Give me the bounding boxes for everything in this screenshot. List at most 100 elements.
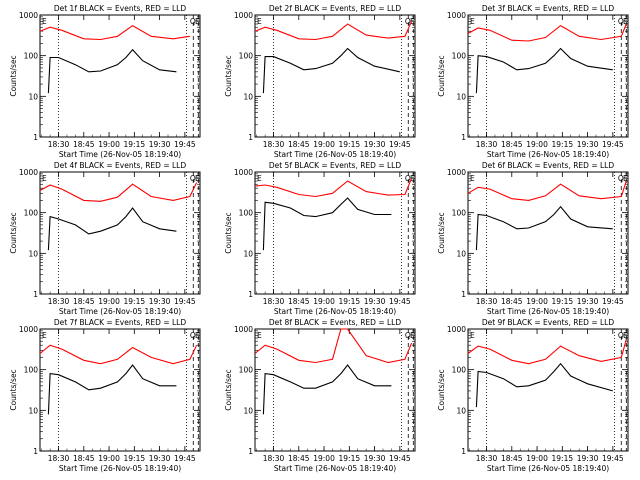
- y-tick-label: 100: [452, 52, 467, 61]
- chart-panel-4: Det 4f BLACK = Events, RED = LLD 1 10 100 10…: [9, 161, 201, 316]
- x-tick-label: 19:30: [149, 140, 171, 149]
- y-tick-label: 100: [452, 209, 467, 218]
- x-tick-label: 19:45: [602, 140, 624, 149]
- x-tick-label: 18:30: [48, 297, 70, 306]
- events-series-line: [47, 48, 177, 94]
- x-tick-label: 19:30: [149, 297, 171, 306]
- x-tick-label: 19:45: [389, 454, 411, 463]
- y-tick-label: 1: [248, 133, 253, 142]
- events-series-line: [47, 364, 177, 415]
- x-tick-label: 18:30: [476, 297, 498, 306]
- y-tick-label: 10: [243, 92, 253, 101]
- x-tick-label: 18:45: [501, 140, 523, 149]
- plot-frame: [39, 171, 201, 295]
- plot-frame: [39, 328, 201, 452]
- x-tick-label: 18:45: [73, 297, 95, 306]
- x-tick-label: 18:45: [501, 454, 523, 463]
- chart-title: Det 5f BLACK = Events, RED = LLD: [269, 161, 402, 170]
- chart-panel-9: Det 9f BLACK = Events, RED = LLD 1 10 100 10…: [437, 318, 629, 473]
- y-tick-label: 1: [248, 290, 253, 299]
- marker-label: Q: [618, 331, 624, 340]
- x-tick-label: 19:15: [124, 454, 146, 463]
- x-tick-label: 19:15: [339, 454, 361, 463]
- marker-label: Q: [190, 331, 196, 340]
- x-tick-label: 18:30: [476, 454, 498, 463]
- x-axis-label: Start Time (26-Nov-05 18:19:40): [487, 307, 609, 316]
- x-tick-label: 19:15: [339, 297, 361, 306]
- marker-label: E: [42, 331, 47, 340]
- y-axis-label: Counts/sec: [437, 55, 446, 96]
- y-tick-label: 100: [24, 366, 39, 375]
- events-series-line: [475, 362, 613, 408]
- x-tick-label: 18:30: [476, 140, 498, 149]
- events-series-line: [47, 207, 177, 251]
- marker-label: Q: [405, 331, 411, 340]
- y-axis-label: Counts/sec: [224, 212, 233, 253]
- y-tick-label: 10: [456, 92, 466, 101]
- x-tick-label: 19:15: [339, 140, 361, 149]
- y-tick-label: 10: [243, 249, 253, 258]
- lld-series-line: [467, 339, 627, 365]
- y-tick-label: 1000: [234, 11, 253, 20]
- marker-label: E: [470, 331, 475, 340]
- marker-label: Q: [405, 174, 411, 183]
- events-series-line: [262, 197, 392, 251]
- chart-panel-7: Det 7f BLACK = Events, RED = LLD 1 10 100 10…: [9, 318, 201, 473]
- x-axis-label: Start Time (26-Nov-05 18:19:40): [59, 464, 181, 473]
- y-tick-label: 10: [28, 406, 38, 415]
- x-tick-label: 19:30: [577, 454, 599, 463]
- y-tick-label: 1000: [234, 168, 253, 177]
- x-tick-label: 19:00: [98, 297, 120, 306]
- lld-series-line: [254, 21, 413, 41]
- marker-label: E: [257, 17, 262, 26]
- y-tick-label: 1: [461, 290, 466, 299]
- x-tick-label: 19:45: [602, 454, 624, 463]
- chart-title: Det 9f BLACK = Events, RED = LLD: [482, 318, 615, 327]
- y-tick-label: 1000: [447, 11, 466, 20]
- x-tick-label: 19:00: [313, 297, 335, 306]
- y-tick-label: 1000: [447, 168, 466, 177]
- y-tick-label: 1: [461, 133, 466, 142]
- marker-label: E: [410, 174, 415, 183]
- y-tick-label: 100: [452, 366, 467, 375]
- y-axis-label: Counts/sec: [224, 55, 233, 96]
- chart-panel-8: Det 8f BLACK = Events, RED = LLD 1 10 100 10…: [224, 318, 416, 473]
- plot-frame: [254, 14, 416, 138]
- x-tick-label: 19:15: [552, 140, 574, 149]
- chart-panel-6: Det 6f BLACK = Events, RED = LLD 1 10 100 10…: [437, 161, 629, 316]
- y-tick-label: 100: [239, 52, 254, 61]
- x-axis-label: Start Time (26-Nov-05 18:19:40): [274, 150, 396, 159]
- plot-frame: [254, 171, 416, 295]
- lld-series-line: [254, 328, 413, 364]
- x-axis-label: Start Time (26-Nov-05 18:19:40): [487, 150, 609, 159]
- chart-title: Det 1f BLACK = Events, RED = LLD: [54, 4, 187, 13]
- y-tick-label: 10: [243, 406, 253, 415]
- x-axis-label: Start Time (26-Nov-05 18:19:40): [59, 150, 181, 159]
- marker-label: Q: [405, 17, 411, 26]
- events-series-line: [475, 205, 613, 251]
- events-series-line: [262, 47, 400, 94]
- x-tick-label: 19:15: [552, 297, 574, 306]
- chart-title: Det 2f BLACK = Events, RED = LLD: [269, 4, 402, 13]
- y-tick-label: 1000: [447, 325, 466, 334]
- x-tick-label: 19:15: [552, 454, 574, 463]
- marker-label: E: [410, 17, 415, 26]
- y-tick-label: 10: [28, 92, 38, 101]
- x-tick-label: 19:30: [364, 297, 386, 306]
- marker-label: E: [410, 331, 415, 340]
- x-tick-label: 19:30: [577, 297, 599, 306]
- x-tick-label: 18:45: [288, 140, 310, 149]
- x-tick-label: 18:30: [263, 297, 285, 306]
- marker-label: E: [470, 174, 475, 183]
- marker-label: Q: [190, 174, 196, 183]
- marker-label: E: [195, 17, 200, 26]
- chart-title: Det 8f BLACK = Events, RED = LLD: [269, 318, 402, 327]
- chart-title: Det 3f BLACK = Events, RED = LLD: [482, 4, 615, 13]
- y-tick-label: 100: [24, 209, 39, 218]
- y-axis-label: Counts/sec: [437, 212, 446, 253]
- x-tick-label: 18:30: [263, 140, 285, 149]
- y-axis-label: Counts/sec: [9, 55, 18, 96]
- lld-series-line: [39, 24, 190, 41]
- lld-series-line: [39, 182, 198, 202]
